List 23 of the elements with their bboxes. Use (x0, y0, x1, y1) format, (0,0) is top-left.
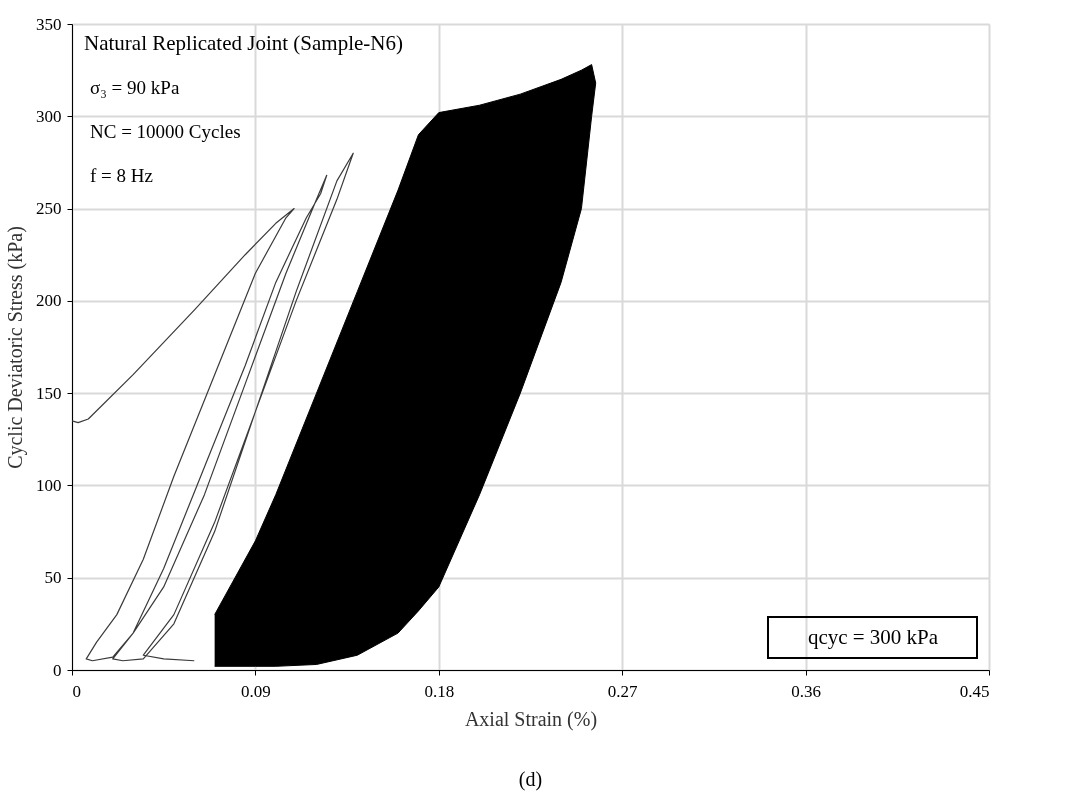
y-tick-label: 250 (36, 199, 62, 219)
annotation: Natural Replicated Joint (Sample-N6) (84, 31, 403, 55)
y-tick-label: 350 (36, 14, 62, 34)
annotation: f = 8 Hz (90, 165, 153, 186)
x-axis-title: Axial Strain (%) (464, 707, 598, 731)
x-tick-label: 0.18 (424, 681, 455, 701)
x-tick-label: 0.27 (607, 681, 639, 701)
x-tick-label: 0.09 (241, 681, 271, 701)
y-tick-label: 200 (36, 291, 62, 311)
text: (d) (518, 768, 543, 791)
x-tick-label: 0.36 (791, 681, 821, 701)
x-tick-label: 0 (72, 681, 81, 701)
y-axis-title: Cyclic Deviatoric Stress (kPa) (4, 226, 27, 469)
y-tick-label: 50 (44, 568, 62, 588)
y-tick-label: 150 (36, 383, 62, 403)
y-tick-label: 0 (53, 660, 62, 680)
annotation: σ₃ = 90 kPa (90, 77, 180, 98)
annotation: NC = 10000 Cycles (90, 121, 241, 142)
line-series (72, 152, 354, 662)
y-tick-label: 100 (36, 475, 62, 495)
annotation: qcyc = 300 kPa (807, 625, 939, 649)
y-tick-label: 300 (36, 106, 62, 126)
x-tick-label: 0.45 (959, 681, 990, 701)
